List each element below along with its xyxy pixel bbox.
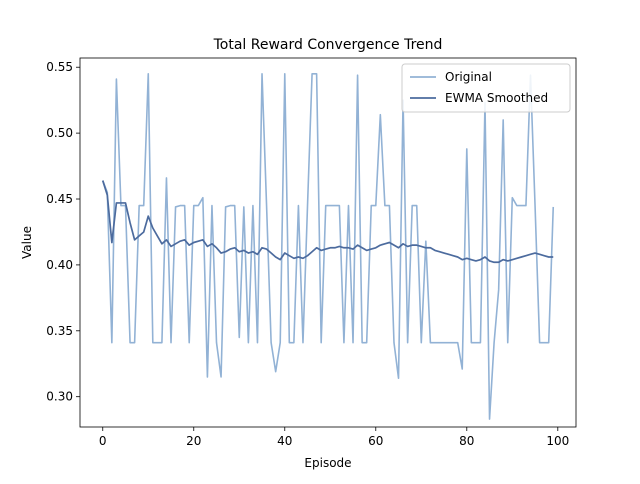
x-tick-label: 20 (186, 434, 201, 448)
legend: Original EWMA Smoothed (401, 63, 571, 113)
legend-entry: EWMA Smoothed (445, 91, 548, 105)
x-tick-label: 100 (546, 434, 569, 448)
series-line-original (102, 73, 555, 420)
y-tick-label: 0.45 (46, 192, 73, 206)
x-tick-label: 40 (277, 434, 292, 448)
x-tick-label: 0 (99, 434, 107, 448)
chart-title: Total Reward Convergence Trend (213, 37, 443, 53)
axes-layer: 0 20 40 60 80 100 0.30 0.35 0.40 0.45 0.50 0.55 (46, 57, 577, 448)
y-tick-label: 0.30 (46, 390, 73, 404)
series-line-ewma-smoothed (101, 180, 554, 264)
y-tick-label: 0.55 (46, 60, 73, 74)
legend-box (401, 63, 571, 113)
plot-frame (79, 57, 577, 428)
series-layer (101, 73, 555, 420)
x-axis-title: Episode (304, 456, 351, 470)
legend-entry: Original (445, 70, 492, 84)
x-tick-label: 60 (368, 434, 383, 448)
y-tick-label: 0.35 (46, 324, 73, 338)
x-tick-label: 80 (459, 434, 474, 448)
y-tick-label: 0.50 (46, 126, 73, 140)
y-axis-title: Value (20, 226, 34, 259)
y-tick-label: 0.40 (46, 258, 73, 272)
